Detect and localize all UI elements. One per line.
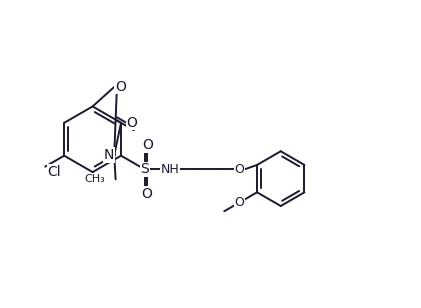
Text: NH: NH <box>161 163 179 176</box>
Text: S: S <box>140 162 149 176</box>
Text: Cl: Cl <box>47 165 61 179</box>
Text: N: N <box>104 148 115 162</box>
Text: CH₃: CH₃ <box>84 174 105 184</box>
Text: O: O <box>234 196 245 209</box>
Text: O: O <box>143 138 154 152</box>
Text: O: O <box>141 187 152 201</box>
Text: O: O <box>115 79 126 94</box>
Text: O: O <box>234 163 245 176</box>
Text: O: O <box>126 116 137 130</box>
